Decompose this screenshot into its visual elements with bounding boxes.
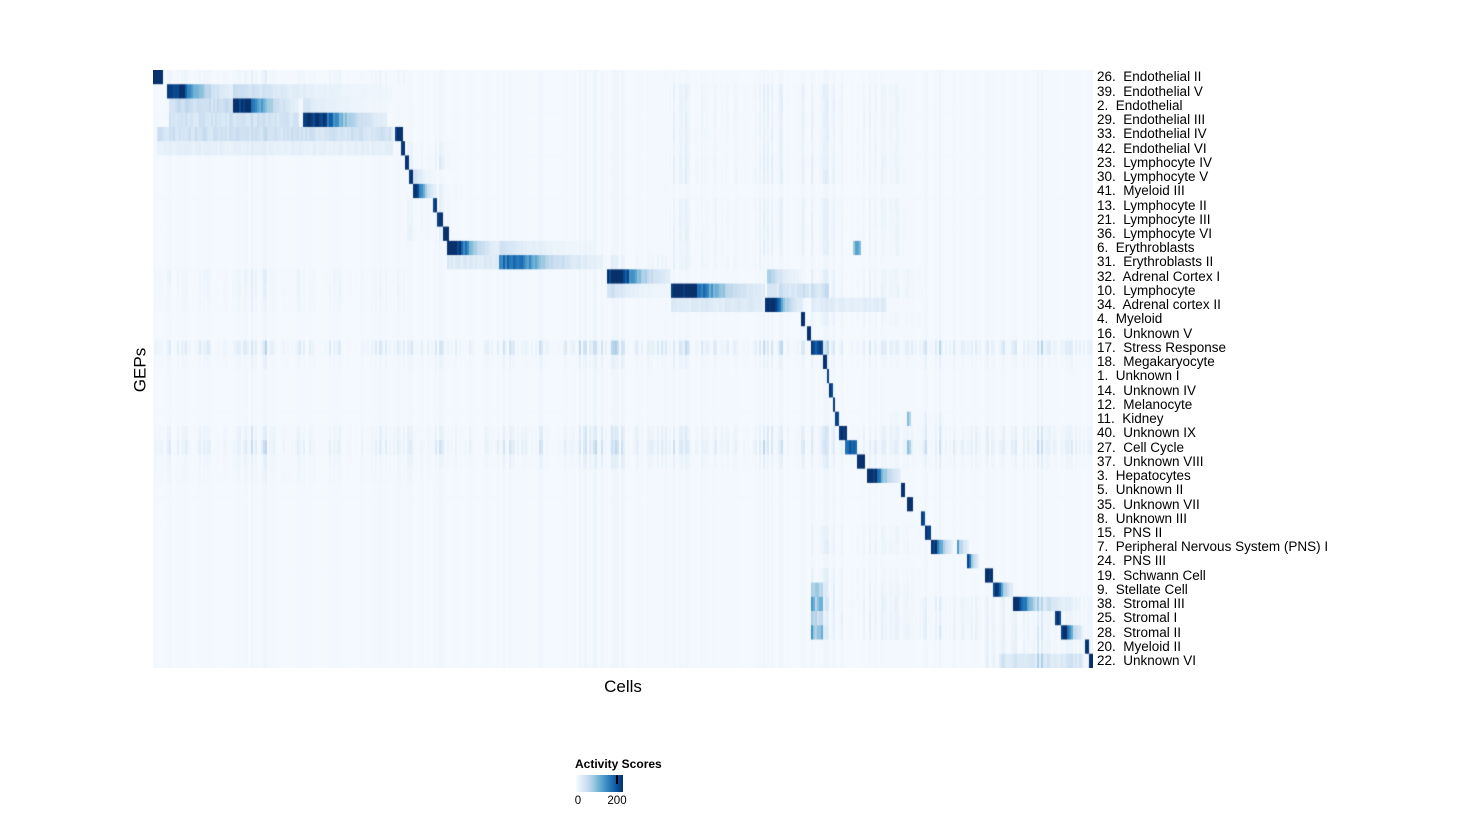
row-label: 3. Hepatocytes [1097,468,1191,484]
row-label: 11. Kidney [1097,411,1164,427]
row-label: 18. Megakaryocyte [1097,354,1215,370]
colorbar-tick-label-200: 200 [607,795,627,807]
row-label: 32. Adrenal Cortex I [1097,268,1221,284]
row-label: 4. Myeloid [1097,311,1163,327]
row-label: 12. Melanocyte [1097,396,1193,412]
row-label: 30. Lymphocyte V [1097,169,1209,185]
row-label: 25. Stromal I [1097,610,1178,626]
row-label: 16. Unknown V [1097,325,1193,341]
row-label: 24. PNS III [1097,553,1167,569]
row-label: 28. Stromal II [1097,624,1182,640]
row-label: 1. Unknown I [1097,368,1180,384]
row-label: 35. Unknown VII [1097,496,1200,512]
row-label: 36. Lymphocyte VI [1097,225,1213,241]
colorbar-title: Activity Scores [575,757,662,771]
row-label: 38. Stromal III [1097,596,1185,612]
colorbar-legend: Activity Scores 0 200 [575,757,735,812]
colorbar-tick-mark [616,775,618,784]
row-labels: 26. Endothelial II 39. Endothelial V 2. En… [1097,70,1447,668]
row-label: 40. Unknown IX [1097,425,1197,441]
colorbar-gradient [576,775,623,792]
row-label: 13. Lymphocyte II [1097,197,1207,213]
row-label: 21. Lymphocyte III [1097,211,1211,227]
row-label: 9. Stellate Cell [1097,581,1188,597]
row-label: 37. Unknown VIII [1097,453,1204,469]
x-axis-label: Cells [604,677,642,696]
row-label: 14. Unknown IV [1097,382,1197,398]
row-label: 39. Endothelial V [1097,83,1203,99]
row-label: 33. Endothelial IV [1097,126,1207,142]
row-label: 17. Stress Response [1097,339,1227,355]
row-label: 2. Endothelial [1097,97,1183,113]
row-label: 19. Schwann Cell [1097,567,1206,583]
row-label: 5. Unknown II [1097,482,1184,498]
row-label: 42. Endothelial VI [1097,140,1207,156]
colorbar-tick-label-0: 0 [574,795,582,807]
row-label: 41. Myeloid III [1097,183,1185,199]
row-label: 7. Peripheral Nervous System (PNS) I [1097,539,1329,555]
row-label: 10. Lymphocyte [1097,282,1196,298]
row-label: 15. PNS II [1097,524,1163,540]
row-label: 22. Unknown VI [1097,653,1197,669]
y-axis-label: GEPs [130,347,150,393]
row-label: 8. Unknown III [1097,510,1188,526]
row-label: 31. Erythroblasts II [1097,254,1214,270]
heatmap [153,70,1093,668]
row-label: 26. Endothelial II [1097,69,1202,85]
row-label: 34. Adrenal cortex II [1097,297,1221,313]
row-label: 23. Lymphocyte IV [1097,154,1213,170]
row-label: 20. Myeloid II [1097,638,1182,654]
row-label: 27. Cell Cycle [1097,439,1185,455]
row-label: 29. Endothelial III [1097,112,1206,128]
row-label: 6. Erythroblasts [1097,240,1195,256]
